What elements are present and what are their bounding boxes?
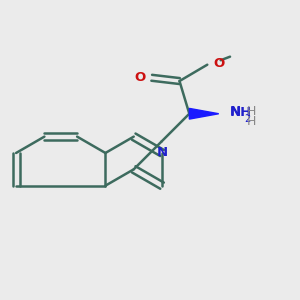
Text: NH: NH [230, 106, 252, 119]
Text: H: H [246, 105, 256, 118]
Text: N: N [157, 146, 168, 160]
Polygon shape [189, 108, 219, 119]
Text: O: O [213, 57, 224, 70]
Text: O: O [134, 71, 145, 84]
Text: H: H [246, 115, 256, 128]
Text: 2: 2 [244, 114, 250, 124]
Text: N: N [230, 105, 241, 118]
